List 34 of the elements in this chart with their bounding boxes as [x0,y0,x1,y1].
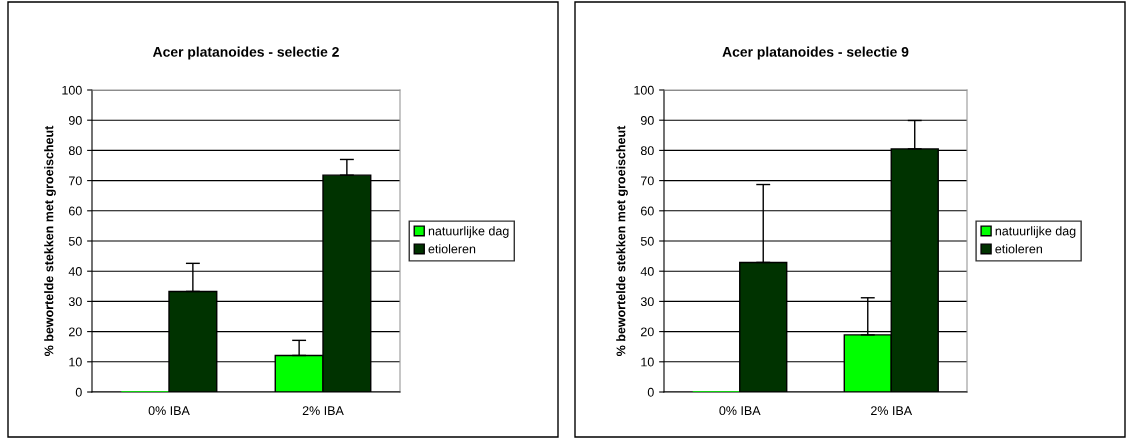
y-tick-label: 30 [640,297,654,307]
legend-label: natuurlijke dag [428,226,509,238]
y-tick-label: 40 [640,267,654,276]
y-tick-label: 80 [640,146,654,156]
y-tick-label: 20 [69,327,82,337]
y-tick-label: 70 [69,176,82,186]
legend-label: etioleren [428,244,476,254]
chart-title: Acer platanoides - selectie 2 [152,46,339,60]
y-tick-label: 100 [634,85,654,95]
y-tick-label: 10 [641,357,654,367]
y-axis-title: % bewortelde stekken met groeischeut [616,125,628,356]
y-tick-label: 60 [641,206,654,216]
y-tick-label: 0 [647,387,654,397]
y-axis-title: % bewortelde stekken met groeischeut [44,125,56,356]
x-tick-label: 0% IBA [148,406,190,416]
x-tick-label: 0% IBA [719,406,761,416]
y-tick-label: 100 [62,85,82,95]
legend-label: etioleren [995,244,1042,254]
y-tick-label: 50 [68,236,82,246]
y-tick-label: 40 [68,267,82,276]
y-tick-label: 10 [69,357,82,367]
y-tick-label: 0 [75,387,82,397]
y-tick-label: 70 [641,176,654,186]
legend-label: natuurlijke dag [995,226,1076,238]
x-tick-label: 2% IBA [302,406,344,416]
y-tick-label: 20 [641,327,654,337]
y-tick-label: 90 [640,116,654,125]
chart-title: Acer platanoides - selectie 9 [722,46,909,60]
y-tick-label: 80 [68,146,82,156]
y-tick-label: 50 [640,236,654,246]
x-tick-label: 2% IBA [871,406,913,416]
y-tick-label: 60 [69,206,82,216]
y-tick-label: 30 [68,297,82,307]
y-tick-label: 90 [68,116,82,125]
